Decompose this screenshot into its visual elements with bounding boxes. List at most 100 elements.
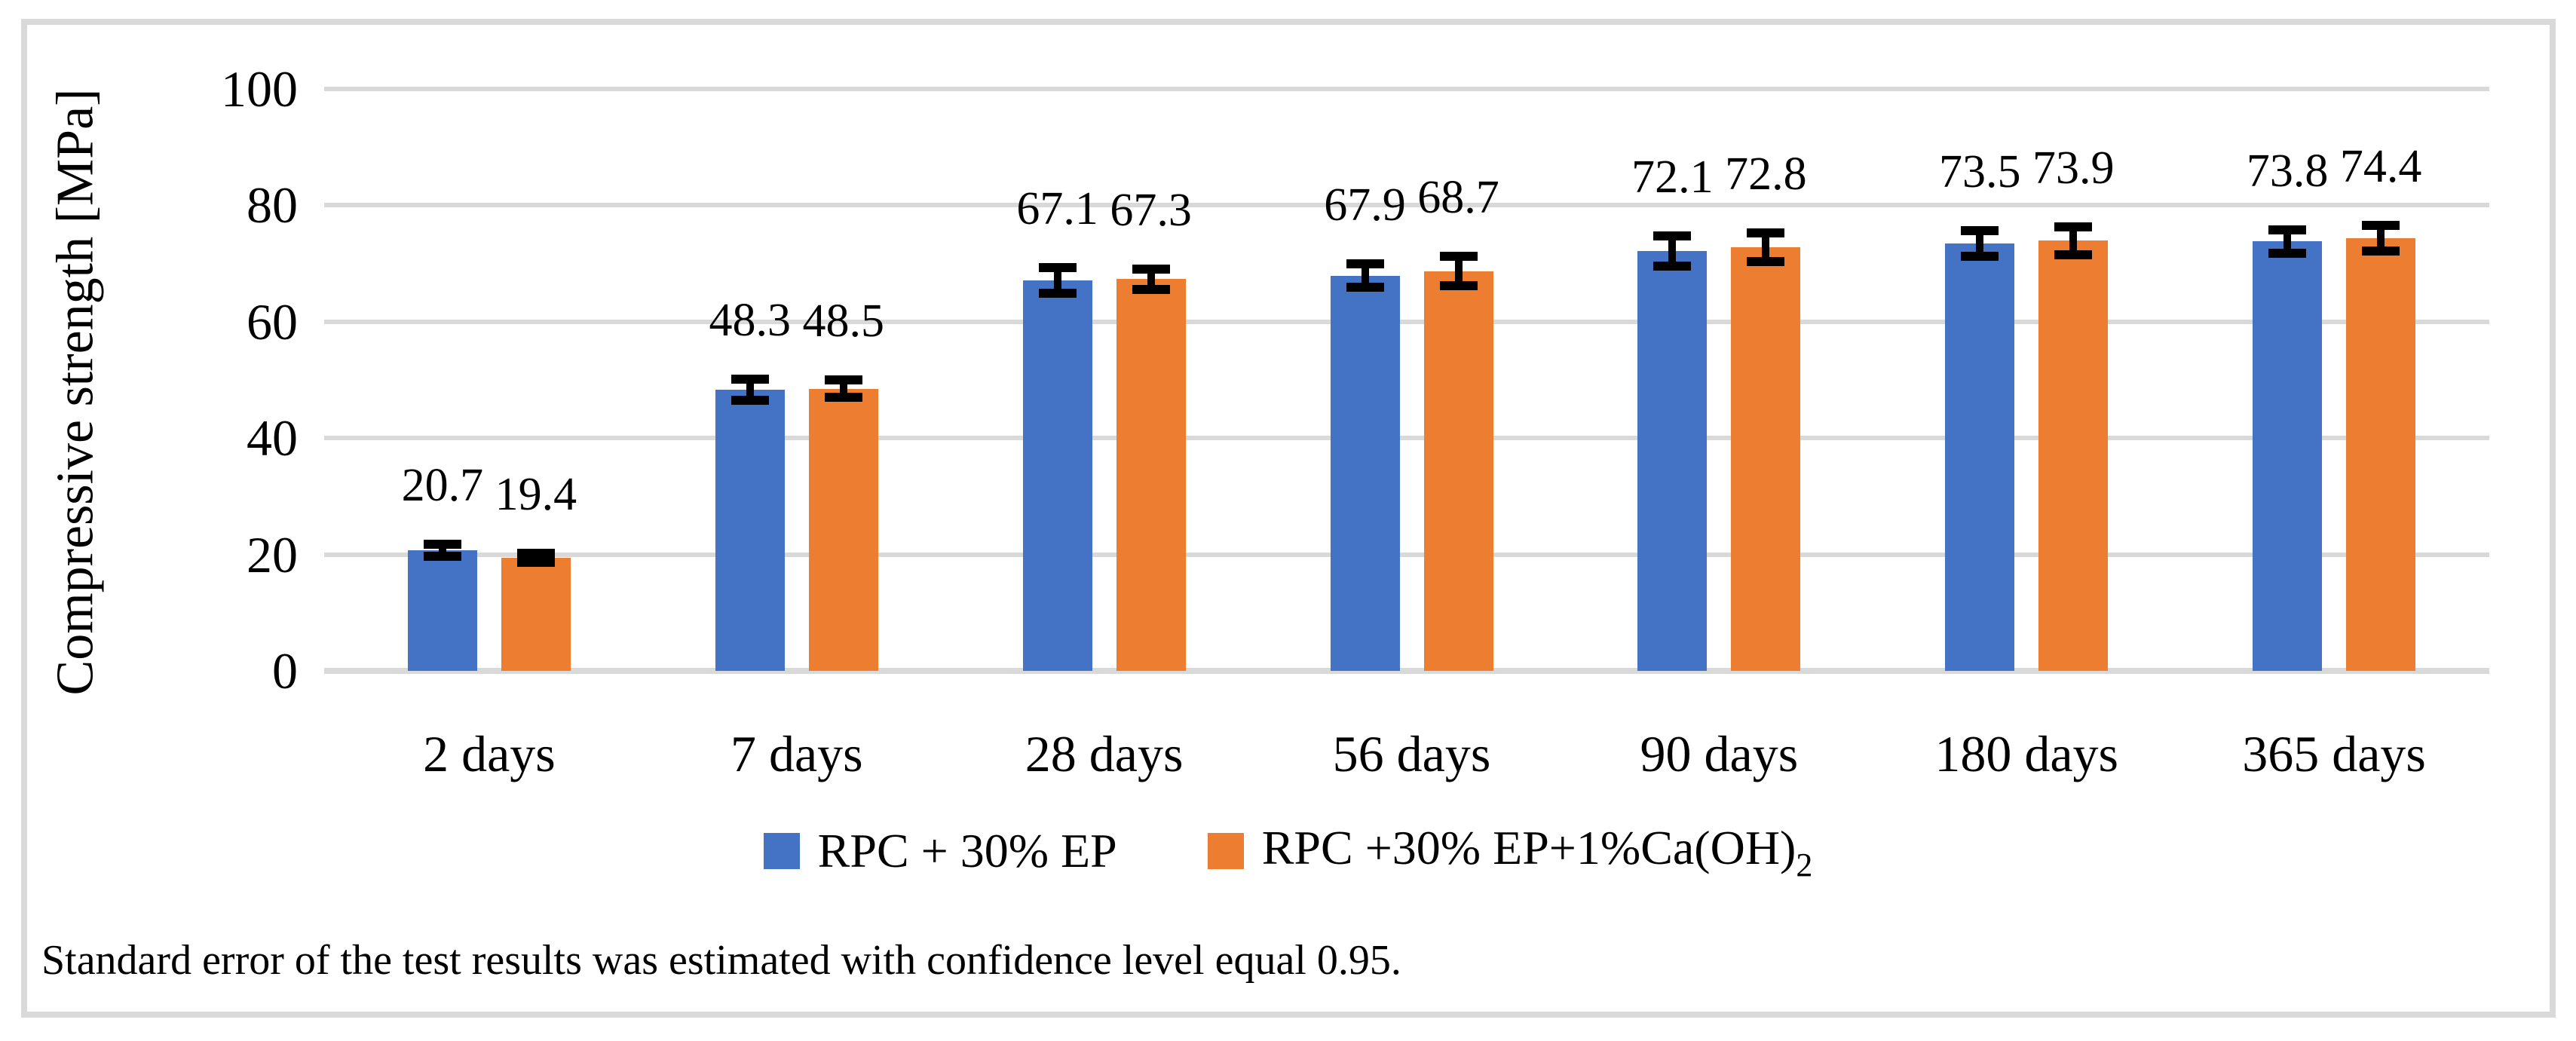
data-label: 67.1	[1016, 183, 1098, 234]
bar-series2-180-days	[2038, 240, 2109, 671]
error-bar-cap	[824, 393, 862, 403]
bar-series1-90-days	[1637, 251, 1708, 671]
bar-series1-365-days	[2253, 241, 2323, 671]
data-label: 67.9	[1324, 179, 1406, 231]
error-bar-cap	[824, 375, 862, 384]
data-label: 67.3	[1110, 184, 1192, 236]
error-bar-cap	[1747, 228, 1785, 237]
error-bar-line	[2069, 226, 2078, 255]
y-tick-label: 100	[221, 60, 298, 118]
bar-series1-2-days	[407, 550, 477, 671]
error-bar-line	[2283, 229, 2292, 253]
error-bar-cap	[1653, 262, 1692, 271]
x-axis-label: 7 days	[730, 725, 863, 782]
error-bar-cap	[2054, 222, 2093, 231]
legend: RPC + 30% EP RPC +30% EP+1%Ca(OH)2	[0, 820, 2576, 883]
data-label: 48.3	[709, 295, 792, 347]
legend-label: RPC +30% EP+1%Ca(OH)2	[1262, 820, 1813, 883]
error-bar-line	[1454, 256, 1463, 286]
legend-label: RPC + 30% EP	[817, 823, 1117, 877]
data-label: 72.8	[1725, 148, 1807, 200]
error-bar-cap	[2362, 220, 2400, 230]
error-bar-line	[1361, 264, 1369, 288]
x-axis-label: 90 days	[1640, 725, 1799, 782]
error-bar-cap	[1439, 252, 1478, 262]
gridline-40	[324, 436, 2489, 441]
legend-item-2: RPC +30% EP+1%Ca(OH)2	[1207, 820, 1813, 883]
gridline-0	[324, 668, 2489, 674]
error-bar-cap	[1038, 288, 1077, 298]
error-bar-cap	[1132, 285, 1170, 295]
data-label: 19.4	[495, 469, 577, 521]
error-bar-cap	[1653, 231, 1692, 241]
error-bar-line	[1976, 230, 1984, 256]
error-bar-cap	[1346, 259, 1384, 269]
error-bar-line	[1668, 236, 1677, 267]
bar-series2-365-days	[2346, 237, 2416, 671]
bar-series1-28-days	[1022, 280, 1092, 671]
legend-item-1: RPC + 30% EP	[763, 823, 1117, 879]
error-bar-line	[438, 544, 446, 556]
error-bar-cap	[2268, 248, 2307, 258]
bar-series2-7-days	[808, 388, 878, 671]
data-label: 20.7	[401, 460, 484, 512]
error-bar-cap	[1439, 280, 1478, 290]
bar-series2-56-days	[1423, 271, 1493, 671]
error-bar-cap	[516, 558, 555, 568]
data-label: 73.9	[2032, 142, 2115, 194]
error-bar-cap	[1747, 257, 1785, 267]
error-bar-cap	[731, 396, 769, 406]
error-bar-cap	[1346, 283, 1384, 292]
error-bar-cap	[2362, 246, 2400, 256]
y-tick-label: 80	[247, 176, 298, 234]
gridline-60	[324, 319, 2489, 324]
error-bar-cap	[516, 549, 555, 559]
error-bar-line	[746, 379, 754, 400]
data-label: 48.5	[802, 295, 885, 347]
bar-series1-7-days	[715, 390, 785, 671]
data-label: 72.1	[1631, 152, 1714, 204]
y-tick-label: 0	[272, 642, 298, 700]
error-bar-cap	[2054, 250, 2093, 260]
y-tick-label: 60	[247, 292, 298, 351]
error-bar-cap	[1961, 251, 1999, 261]
y-axis-title: Compressive strength [MPa]	[46, 88, 104, 696]
data-label: 73.5	[1938, 145, 2021, 197]
x-axis-label: 180 days	[1934, 725, 2119, 782]
error-bar-cap	[731, 375, 769, 384]
bar-series1-56-days	[1330, 275, 1400, 671]
legend-swatch	[1207, 832, 1244, 869]
error-bar-line	[1053, 268, 1061, 293]
legend-swatch	[763, 832, 800, 869]
x-axis-label: 2 days	[423, 725, 556, 782]
bar-series1-180-days	[1945, 243, 2015, 671]
x-axis-label: 365 days	[2242, 725, 2426, 782]
bar-series2-2-days	[501, 558, 571, 671]
x-axis-label: 56 days	[1332, 725, 1491, 782]
error-bar-cap	[423, 540, 461, 550]
data-label: 68.7	[1417, 172, 1499, 224]
footnote: Standard error of the test results was e…	[41, 937, 1401, 984]
error-bar-cap	[2268, 225, 2307, 234]
bar-series2-28-days	[1116, 279, 1186, 671]
gridline-80	[324, 203, 2489, 208]
error-bar-cap	[1038, 263, 1077, 272]
error-bar-cap	[423, 551, 461, 561]
error-bar-cap	[1961, 225, 1999, 235]
error-bar-line	[2377, 225, 2385, 251]
error-bar-line	[531, 553, 540, 563]
y-tick-label: 20	[247, 525, 298, 583]
y-tick-label: 40	[247, 409, 298, 467]
data-label: 74.4	[2339, 140, 2422, 192]
error-bar-cap	[1132, 264, 1170, 274]
gridline-20	[324, 552, 2489, 557]
gridline-100	[324, 87, 2489, 91]
error-bar-line	[1762, 232, 1770, 262]
x-axis-label: 28 days	[1025, 725, 1184, 782]
bar-series2-90-days	[1731, 246, 1801, 671]
data-label: 73.8	[2246, 145, 2329, 197]
error-bar-line	[1147, 268, 1155, 290]
legend-label-subscript: 2	[1796, 847, 1813, 883]
